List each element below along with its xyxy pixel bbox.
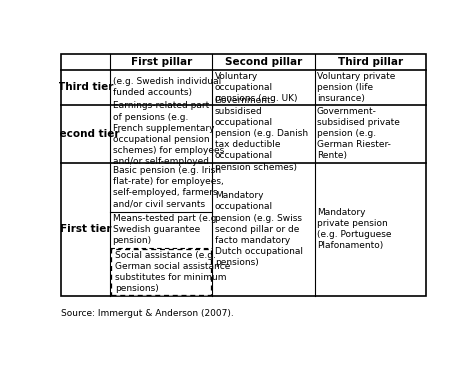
Bar: [61, 54, 426, 296]
Text: Mandatory
occupational
pension (e.g. Swiss
second pillar or de
facto mandatory
D: Mandatory occupational pension (e.g. Swi…: [215, 191, 303, 267]
Text: Third tier: Third tier: [58, 82, 113, 92]
Text: Basic pension (e.g. Irish
flat-rate) for employees,
self-employed, farmers
and/o: Basic pension (e.g. Irish flat-rate) for…: [112, 166, 223, 208]
Text: (e.g. Swedish individual
funded accounts): (e.g. Swedish individual funded accounts…: [112, 77, 221, 97]
Text: Social assistance (e.g.
German social assistance
substitutes for minimum
pension: Social assistance (e.g. German social as…: [115, 251, 230, 293]
Text: Second pillar: Second pillar: [225, 57, 302, 67]
Text: Government-
subsidised
occupational
pension (e.g. Danish
tax deductible
occupati: Government- subsidised occupational pens…: [215, 96, 308, 172]
Text: First tier: First tier: [60, 224, 111, 234]
Text: Second tier: Second tier: [52, 129, 119, 139]
Text: First pillar: First pillar: [131, 57, 192, 67]
Text: Voluntary private
pension (life
insurance): Voluntary private pension (life insuranc…: [317, 72, 395, 103]
Text: Source: Immergut & Anderson (2007).: Source: Immergut & Anderson (2007).: [61, 308, 234, 317]
Text: Earnings-related part
of pensions (e.g.
French supplementary
occupational pensio: Earnings-related part of pensions (e.g. …: [112, 101, 224, 166]
Bar: [111, 249, 211, 294]
Text: Government-
subsidised private
pension (e.g.
German Riester-
Rente): Government- subsidised private pension (…: [317, 107, 400, 161]
Text: Mandatory
private pension
(e.g. Portuguese
Plafonamento): Mandatory private pension (e.g. Portugue…: [317, 208, 392, 250]
Text: Voluntary
occupational
pensions (e.g. UK): Voluntary occupational pensions (e.g. UK…: [215, 72, 297, 103]
Text: Means-tested part (e.g.
Swedish guarantee
pension): Means-tested part (e.g. Swedish guarante…: [112, 214, 219, 245]
Text: Third pillar: Third pillar: [337, 57, 403, 67]
